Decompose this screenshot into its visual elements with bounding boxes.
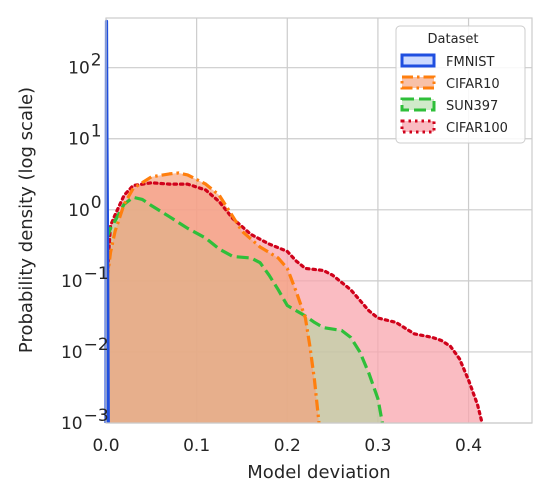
series-area-cifar10 — [106, 173, 320, 423]
x-axis-label: Model deviation — [247, 462, 390, 483]
y-tick-exponent: 2 — [91, 51, 102, 71]
legend-item-sun397: SUN397 — [400, 97, 498, 114]
legend-label: CIFAR100 — [446, 121, 508, 136]
x-tick-label: 0.4 — [455, 436, 482, 456]
legend-swatch-fill — [402, 55, 434, 66]
y-tick-label: 10 −3 — [61, 406, 109, 434]
x-tick-label: 0.0 — [92, 436, 119, 456]
x-tick-label: 0.3 — [364, 436, 391, 456]
legend-swatch — [400, 97, 436, 112]
x-tick-label: 0.1 — [183, 436, 210, 456]
y-tick-exponent: −2 — [84, 335, 109, 355]
x-tick-labels: 0.0 0.1 0.2 0.3 0.4 — [92, 436, 482, 456]
legend-label: FMNIST — [446, 55, 495, 70]
legend: Dataset FMNIST CIFAR10 SUN397 CIFAR100 — [395, 25, 526, 144]
legend-swatch-fill — [402, 99, 434, 110]
legend-swatch — [400, 53, 436, 68]
y-axis-label: Probability density (log scale) — [16, 87, 37, 353]
legend-label: SUN397 — [446, 99, 498, 114]
plot-frame — [105, 17, 533, 424]
y-tick-base: 10 — [61, 272, 83, 292]
y-tick-exponent: −1 — [84, 264, 109, 284]
y-tick-base: 10 — [61, 343, 83, 363]
y-tick-base: 10 — [61, 414, 83, 434]
y-tick-exponent: 1 — [91, 122, 102, 142]
y-tick-base: 10 — [68, 130, 90, 150]
series-line-cifar100 — [105, 181, 484, 425]
legend-swatch — [400, 75, 436, 90]
legend-label: CIFAR10 — [446, 77, 500, 92]
legend-swatch-fill — [402, 77, 434, 88]
series-line-sun397 — [105, 195, 384, 424]
y-tick-base: 10 — [68, 59, 90, 79]
y-tick-base: 10 — [68, 201, 90, 221]
legend-title: Dataset — [428, 32, 479, 47]
legend-item-cifar100: CIFAR100 — [400, 119, 508, 136]
x-tick-label: 0.2 — [274, 436, 301, 456]
legend-item-cifar10: CIFAR10 — [400, 75, 500, 92]
series-group — [104, 19, 484, 425]
y-tick-label: 10 2 — [68, 51, 101, 79]
legend-item-fmnist: FMNIST — [400, 53, 495, 70]
y-tick-label: 10 −1 — [61, 264, 109, 292]
y-tick-label: 10 0 — [68, 193, 101, 221]
y-tick-label: 10 −2 — [61, 335, 109, 363]
series-line-cifar10 — [105, 171, 321, 424]
legend-swatch-fill — [402, 121, 434, 132]
legend-swatch — [400, 119, 436, 134]
y-tick-exponent: −3 — [84, 406, 109, 426]
y-tick-exponent: 0 — [91, 193, 102, 213]
y-tick-label: 10 1 — [68, 122, 101, 150]
